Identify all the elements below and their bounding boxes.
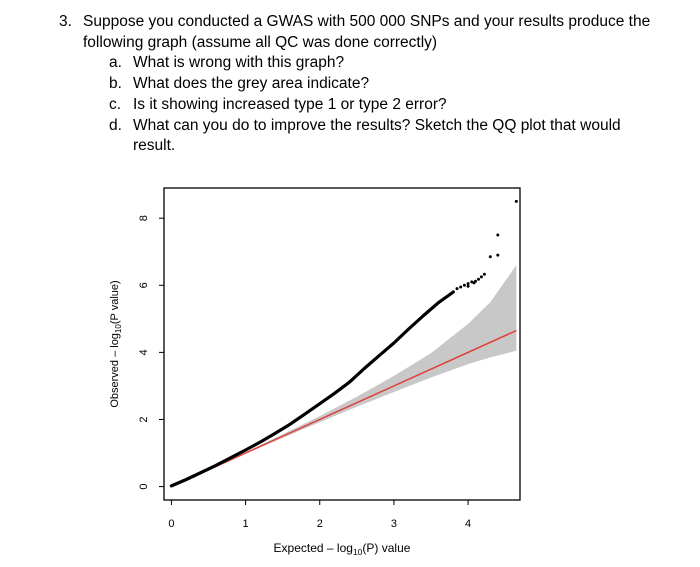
data-point (455, 287, 459, 291)
y-tick-label: 8 (138, 215, 150, 221)
question-stem-line-1: Suppose you conducted a GWAS with 500 00… (83, 13, 651, 30)
x-tick-label: 3 (391, 518, 397, 530)
y-tick-label: 6 (138, 282, 150, 288)
part-text: result. (133, 137, 176, 154)
x-tick-label: 1 (243, 518, 249, 530)
question-number: 3. (59, 13, 72, 30)
x-axis: 0 1 2 3 4 (168, 500, 471, 530)
part-text: What is wrong with this graph? (133, 54, 345, 71)
data-point (466, 282, 470, 286)
data-point (462, 283, 466, 287)
data-point (496, 233, 500, 237)
part-letter: c. (109, 96, 122, 113)
part-text: What does the grey area indicate? (133, 75, 370, 92)
part-letter: a. (109, 54, 122, 71)
question-stem-line-2: following graph (assume all QC was done … (83, 34, 438, 51)
data-point (482, 272, 486, 276)
data-point (459, 285, 463, 289)
data-point (477, 277, 480, 281)
observed-points-curve (169, 290, 455, 488)
x-axis-label: Expected – log10(P) value (274, 541, 411, 557)
data-point (514, 199, 518, 203)
x-tick-label: 2 (317, 518, 323, 530)
y-tick-label: 4 (138, 349, 150, 355)
data-point (479, 275, 483, 279)
x-tick-label: 0 (168, 518, 174, 530)
part-text: What can you do to improve the results? … (133, 117, 621, 134)
data-point (496, 253, 500, 257)
y-tick-label: 2 (138, 416, 150, 422)
y-axis-label: Observed – log10(P value) (109, 280, 123, 407)
x-tick-label: 4 (465, 518, 471, 530)
part-letter: b. (109, 75, 122, 92)
reference-line (171, 329, 517, 488)
data-point (472, 281, 476, 285)
y-tick-label: 0 (138, 484, 150, 490)
data-point (466, 284, 470, 288)
plot-frame (163, 187, 521, 501)
y-axis: 0 2 4 6 8 (138, 215, 164, 490)
confidence-band (245, 265, 517, 454)
data-point (488, 255, 492, 259)
part-text: Is it showing increased type 1 or type 2… (133, 96, 447, 113)
part-letter: d. (109, 117, 122, 134)
